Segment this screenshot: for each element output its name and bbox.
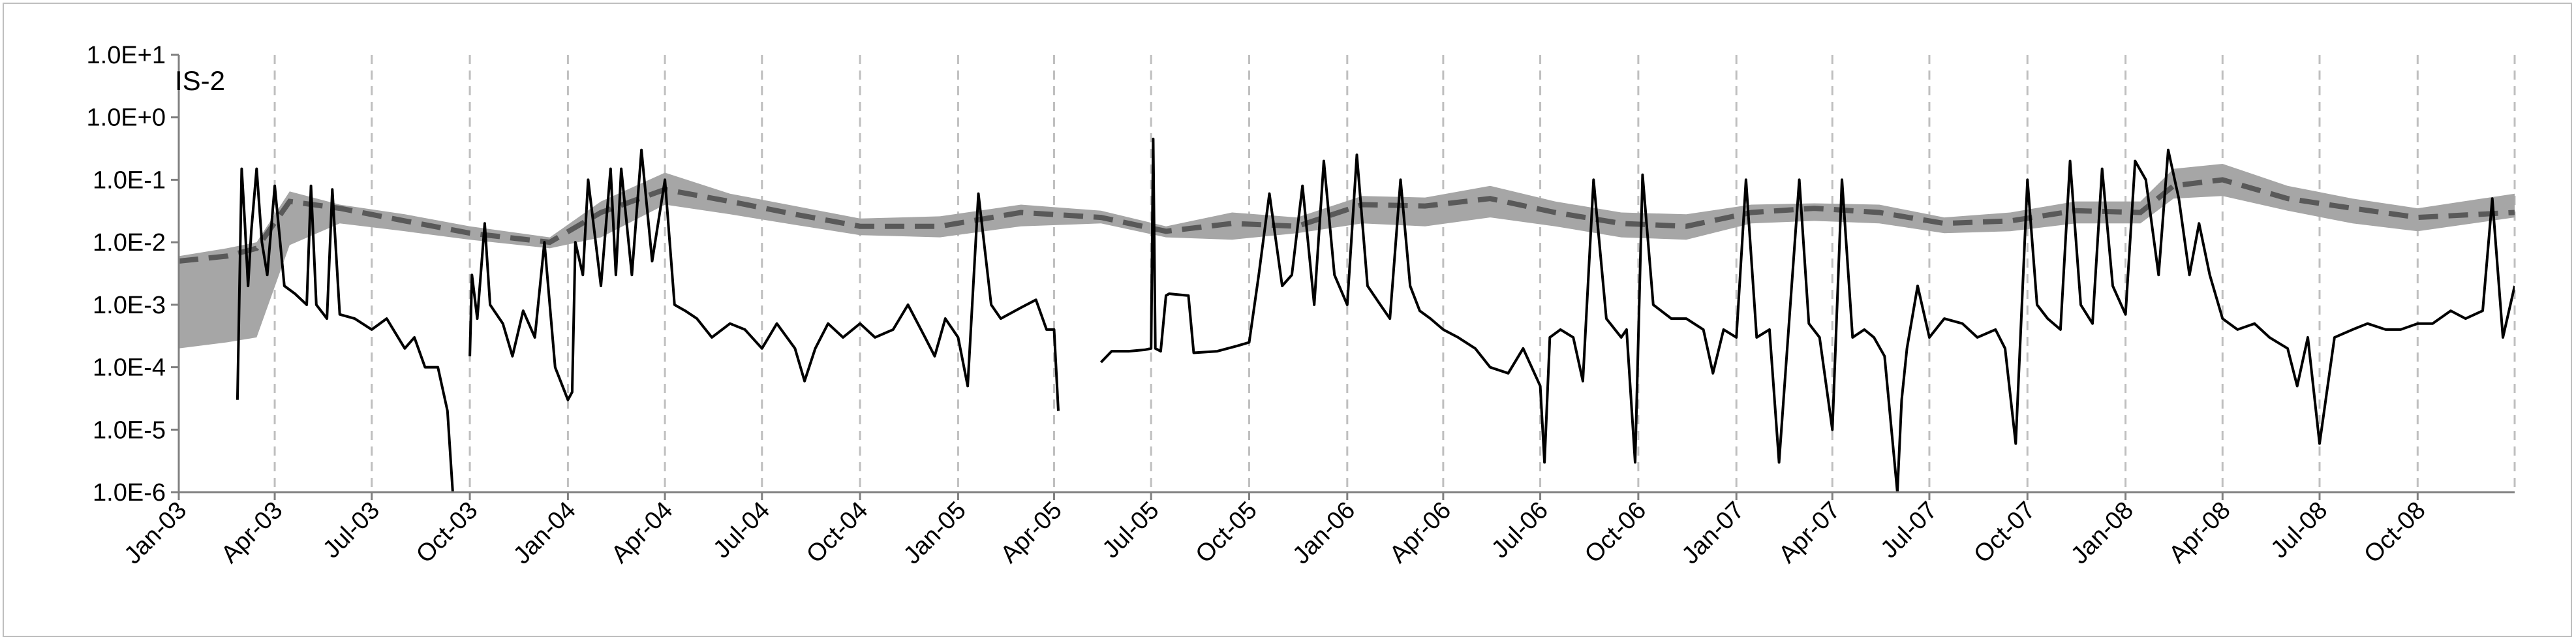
x-tick-label: Jul-06 [1486, 497, 1554, 564]
y-tick-label: 1.0E-6 [93, 479, 166, 507]
x-tick-label: Oct-06 [1580, 497, 1651, 569]
observed-series-layer [236, 137, 2515, 492]
x-tick-label: Apr-07 [1773, 497, 1845, 569]
x-tick-label: Jul-04 [708, 497, 775, 564]
x-tick-label: Apr-06 [1385, 497, 1456, 569]
gridline-layer [273, 55, 2516, 492]
y-tick-label: 1.0E-3 [93, 292, 166, 319]
observed-line-segment [1099, 137, 2515, 492]
x-tick-label: Jul-08 [2265, 497, 2333, 564]
y-tick-labels: 1.0E-6 1.0E-5 1.0E-4 1.0E-3 1.0E-2 1.0E-1 1.0E… [87, 42, 166, 507]
x-tick-label: Jan-07 [1677, 497, 1750, 570]
x-tick-label: Oct-05 [1191, 497, 1263, 569]
uncertainty-band [179, 164, 2515, 349]
y-tick-label: 1.0E-1 [93, 166, 166, 194]
observed-line-segment [236, 167, 454, 492]
x-tick-label: Jul-03 [318, 497, 385, 564]
x-tick-label: Jan-05 [898, 497, 972, 570]
x-tick-label: Oct-03 [411, 497, 483, 569]
y-tick-label: 1.0E-2 [93, 229, 166, 257]
y-tick-label: 1.0E-5 [93, 416, 166, 444]
x-tick-label: Jul-07 [1875, 497, 1942, 564]
x-tick-label: Jan-03 [119, 497, 192, 570]
y-tick-label: 1.0E+1 [87, 42, 166, 69]
y-tick-label: 1.0E+0 [87, 104, 166, 132]
x-tick-label: Oct-04 [801, 497, 873, 569]
x-tick-labels: Jan-03 Apr-03 Jul-03 Oct-03 Jan-04 Apr-04 Jul-… [119, 497, 2430, 570]
observed-line-segment [468, 148, 1060, 411]
axis-layer [171, 54, 2515, 500]
x-tick-label: Apr-04 [606, 497, 678, 569]
x-tick-label: Jan-04 [508, 497, 581, 570]
x-tick-label: Apr-05 [995, 497, 1067, 569]
x-tick-label: Apr-08 [2164, 497, 2235, 569]
x-tick-label: Jul-05 [1097, 497, 1165, 564]
x-tick-label: Jan-06 [1287, 497, 1360, 570]
time-series-chart: 1.0E-6 1.0E-5 1.0E-4 1.0E-3 1.0E-2 1.0E-1 1.0E… [87, 42, 2516, 570]
chart-frame: 1.0E-6 1.0E-5 1.0E-4 1.0E-3 1.0E-2 1.0E-1 1.0E… [3, 3, 2572, 637]
band-layer [179, 164, 2515, 349]
y-tick-label: 1.0E-4 [93, 354, 166, 382]
x-tick-label: Oct-07 [1969, 497, 2040, 569]
x-tick-label: Oct-08 [2359, 497, 2430, 569]
station-label: IS-2 [175, 65, 225, 96]
x-tick-label: Apr-03 [216, 497, 288, 569]
x-tick-label: Jan-08 [2066, 497, 2139, 570]
